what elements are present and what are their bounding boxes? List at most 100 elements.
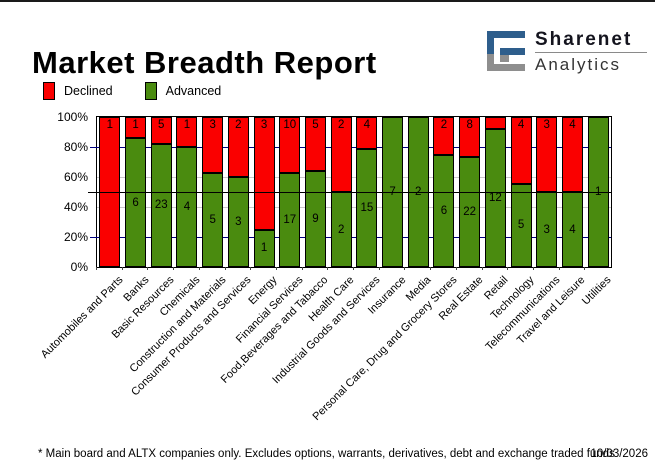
bar-segment-declined (484, 117, 506, 129)
y-axis-label-60: 60% (63, 170, 88, 184)
advanced-value-label: 9 (312, 212, 319, 225)
gridline-80 (97, 147, 611, 148)
page-title: Market Breadth Report (32, 44, 377, 80)
x-tick (224, 267, 226, 270)
declined-value-label: 5 (158, 119, 165, 131)
advanced-value-label: 6 (132, 196, 139, 209)
advanced-value-label: 6 (440, 204, 448, 217)
x-tick (121, 267, 123, 270)
bar-segment-declined (125, 117, 147, 139)
sharenet-logo: Sharenet Analytics (486, 30, 647, 74)
logo-blue-shape (487, 31, 525, 56)
legend-label-declined: Declined (64, 84, 113, 98)
logo-divider (535, 52, 647, 53)
bar-segment-declined (330, 117, 352, 192)
bar-basic-resources: 5 23 (150, 117, 172, 267)
sharenet-logo-icon (487, 31, 525, 71)
bar-segment-declined (202, 117, 224, 174)
logo-gray-shape (487, 54, 525, 71)
y-tick-50 (88, 192, 97, 193)
advanced-value-label: 2 (337, 223, 345, 236)
x-axis-label: Automobiles and Parts (38, 274, 126, 361)
bar-segment-advanced (433, 154, 455, 267)
report-date: 10/03/2026 (590, 448, 648, 460)
declined-value-label: 10 (283, 119, 297, 131)
chart-legend: Declined Advanced (43, 82, 253, 100)
bar-segment-declined (561, 117, 583, 192)
gridline-40 (97, 207, 611, 208)
bar-retail: 12 (484, 117, 506, 267)
declined-value-label: 3 (543, 119, 550, 131)
bar-segment-advanced (150, 143, 172, 267)
x-tick (558, 267, 560, 270)
bar-segment-advanced (125, 138, 147, 267)
bar-segment-declined (279, 117, 301, 173)
x-tick (198, 267, 200, 270)
advanced-value-label: 23 (154, 199, 168, 212)
advanced-value-label: 4 (569, 223, 576, 236)
bar-segment-declined (227, 117, 249, 177)
bar-segment-declined (536, 117, 558, 192)
y-tick-20 (90, 237, 97, 238)
bar-segment-declined (253, 117, 275, 230)
x-tick (173, 267, 175, 270)
x-tick (532, 267, 534, 270)
fifty-percent-line (97, 192, 611, 193)
bar-segment-advanced (304, 170, 326, 267)
x-axis-label: Utilities (580, 274, 614, 308)
legend-label-advanced: Advanced (165, 84, 222, 98)
declined-value-label: 5 (312, 119, 319, 131)
declined-value-label: 2 (235, 119, 242, 131)
x-axis-labels: Automobiles and Parts Banks Basic Resource… (39, 268, 614, 438)
bar-segment-declined (176, 117, 198, 147)
x-tick (481, 267, 483, 270)
legend-swatch-advanced (144, 82, 157, 100)
plot-area: 1165231435233110175922415722682212453344… (96, 116, 612, 268)
y-tick-80 (90, 147, 97, 148)
advanced-value-label: 3 (235, 216, 242, 228)
declined-value-label: 4 (517, 119, 525, 131)
y-axis-label-100: 100% (57, 110, 88, 124)
x-tick (455, 267, 457, 270)
advanced-value-label: 3 (543, 223, 550, 236)
window-top-border (0, 0, 655, 2)
bar-segment-advanced (253, 229, 275, 267)
bar-segment-declined (510, 117, 532, 184)
declined-value-label: 3 (260, 119, 268, 131)
x-tick (353, 267, 354, 270)
y-axis-label-80: 80% (63, 140, 88, 154)
bar-segment-advanced (176, 147, 198, 267)
x-tick (378, 267, 380, 270)
gridline-60 (97, 177, 611, 178)
footnote: * Main board and ALTX companies only. Ex… (38, 448, 615, 460)
y-axis-label-40: 40% (63, 200, 88, 214)
x-tick (96, 267, 97, 270)
x-tick (275, 267, 277, 270)
x-tick (327, 267, 329, 270)
declined-value-label: 1 (106, 119, 114, 131)
bar-segment-declined (356, 117, 378, 149)
x-tick (507, 267, 509, 270)
y-axis-label-0: 0% (70, 260, 88, 274)
bar-segment-advanced (356, 148, 378, 267)
bar-segment-declined (304, 117, 326, 171)
declined-value-label: 4 (569, 119, 576, 131)
bar-segment-declined (459, 117, 481, 157)
advanced-value-label: 15 (360, 201, 374, 214)
logo-brand: Sharenet (535, 29, 633, 50)
x-tick (584, 267, 586, 270)
x-tick (250, 267, 252, 270)
y-axis-label-20: 20% (63, 230, 88, 244)
declined-value-label: 8 (466, 119, 473, 131)
x-tick (147, 267, 149, 270)
bar-real-estate: 8 22 (459, 117, 481, 267)
